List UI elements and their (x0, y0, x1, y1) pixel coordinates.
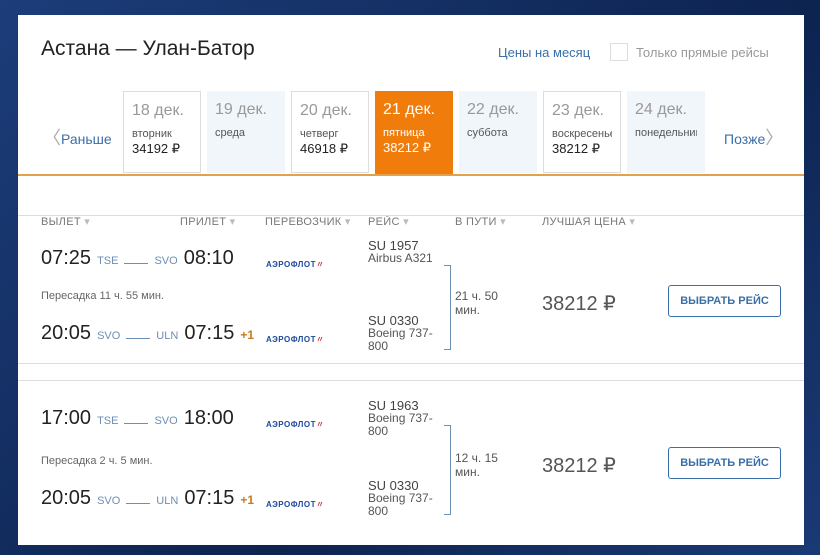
aircraft: Airbus A321 (368, 251, 433, 265)
origin-airport: TSE (97, 255, 119, 267)
flight-info: SU 1963 Boeing 737-800 (368, 399, 438, 438)
price: 38212 ₽ (542, 292, 616, 315)
sort-carrier[interactable]: ПЕРЕВОЗЧИК (265, 215, 351, 228)
sort-arrival[interactable]: ПРИЛЕТ (180, 215, 235, 228)
later-label: Позже (724, 131, 766, 147)
flight-segment: 17:00 TSE SVO 18:00 (41, 407, 240, 430)
date-option[interactable]: 19 дек. среда (207, 91, 285, 173)
day-price: 38212 ₽ (552, 141, 601, 156)
select-flight-button[interactable]: ВЫБРАТЬ РЕЙС (668, 284, 781, 317)
duration-bracket (444, 425, 451, 515)
date-selector: 18 дек. вторник 34192 ₽ 19 дек. среда 20 дек.… (123, 91, 705, 175)
checkbox-box[interactable] (610, 43, 628, 61)
aeroflot-logo: АЭРОФЛОТ〃 (266, 335, 325, 344)
later-button[interactable]: Позже〉 (724, 124, 783, 150)
earlier-label: Раньше (61, 131, 112, 147)
date-option[interactable]: 18 дек. вторник 34192 ₽ (123, 91, 201, 173)
aeroflot-logo: АЭРОФЛОТ〃 (266, 420, 325, 429)
sort-departure[interactable]: ВЫЛЕТ (41, 215, 90, 228)
duration: 21 ч. 50 мин. (455, 288, 498, 317)
day-date: 19 дек. (215, 101, 267, 118)
flight-number: SU 0330 (368, 478, 419, 493)
flight-info: SU 0330 Boeing 737-800 (368, 479, 438, 518)
arrival-time: 08:10 (183, 247, 234, 269)
flight-segment: 07:25 TSE SVO 08:10 (41, 247, 240, 270)
day-weekday: пятница (383, 127, 425, 139)
select-flight-button[interactable]: ВЫБРАТЬ РЕЙС (668, 447, 781, 479)
flight-number: SU 1963 (368, 398, 419, 413)
day-weekday: понедельник (635, 127, 697, 139)
departure-time: 07:25 (41, 247, 92, 269)
aircraft: Boeing 737-800 (368, 326, 433, 353)
arrival-time: 07:15 (184, 322, 235, 344)
flight-segment: 20:05 SVO ULN 07:15 +1 (41, 487, 254, 510)
day-weekday: суббота (467, 127, 508, 139)
aircraft: Boeing 737-800 (368, 411, 433, 438)
day-price: 34192 ₽ (132, 141, 181, 156)
sort-duration[interactable]: В ПУТИ (455, 215, 506, 228)
day-date: 18 дек. (132, 102, 184, 119)
earlier-button[interactable]: 〈Раньше (43, 124, 112, 150)
arrival-time: 07:15 (184, 487, 235, 509)
day-date: 20 дек. (300, 102, 352, 119)
route-line (126, 503, 151, 504)
next-day-badge: +1 (240, 493, 255, 507)
page-title: Астана — Улан-Батор (41, 37, 255, 60)
direct-only-checkbox[interactable]: Только прямые рейсы (610, 43, 769, 61)
route-line (124, 263, 149, 264)
flight-segment: 20:05 SVO ULN 07:15 +1 (41, 322, 254, 345)
date-option[interactable]: 24 дек. понедельник (627, 91, 705, 173)
transfer-info: Пересадка 2 ч. 5 мин. (41, 455, 153, 467)
destination-airport: SVO (154, 415, 178, 427)
chevron-right-icon: 〉 (765, 128, 784, 148)
next-day-badge: +1 (240, 328, 255, 342)
divider (18, 174, 804, 176)
chevron-left-icon: 〈 (43, 128, 61, 148)
flight-number: SU 1957 (368, 238, 419, 253)
origin-airport: SVO (97, 330, 121, 342)
result-divider (18, 380, 804, 381)
day-date: 22 дек. (467, 101, 519, 118)
date-option[interactable]: 20 дек. четверг 46918 ₽ (291, 91, 369, 173)
date-option[interactable]: 21 дек. пятница 38212 ₽ (375, 91, 453, 175)
transfer-info: Пересадка 11 ч. 55 мин. (41, 290, 164, 302)
sort-price[interactable]: ЛУЧШАЯ ЦЕНА (542, 215, 635, 228)
day-price: 38212 ₽ (383, 140, 432, 155)
month-prices-link[interactable]: Цены на месяц (498, 45, 591, 60)
day-price: 46918 ₽ (300, 141, 349, 156)
flight-info: SU 1957 Airbus A321 (368, 239, 438, 265)
departure-time: 20:05 (41, 322, 92, 344)
departure-time: 17:00 (41, 407, 92, 429)
arrival-time: 18:00 (183, 407, 234, 429)
date-option[interactable]: 22 дек. суббота (459, 91, 537, 173)
day-date: 23 дек. (552, 102, 604, 119)
day-date: 21 дек. (383, 101, 435, 118)
sort-flight[interactable]: РЕЙС (368, 215, 409, 228)
date-option[interactable]: 23 дек. воскресенье 38212 ₽ (543, 91, 621, 173)
price: 38212 ₽ (542, 455, 616, 477)
destination-airport: ULN (156, 330, 179, 342)
destination-airport: ULN (156, 495, 179, 507)
day-weekday: среда (215, 127, 246, 139)
aircraft: Boeing 737-800 (368, 491, 433, 518)
day-date: 24 дек. (635, 101, 687, 118)
duration-bracket (444, 265, 451, 350)
search-results-card: Астана — Улан-Батор Цены на месяц Только… (18, 15, 804, 545)
flight-number: SU 0330 (368, 313, 419, 328)
flight-info: SU 0330 Boeing 737-800 (368, 314, 438, 353)
day-weekday: воскресенье (552, 128, 612, 140)
route-line (124, 423, 149, 424)
origin-airport: TSE (97, 415, 119, 427)
direct-only-label: Только прямые рейсы (636, 44, 769, 60)
day-weekday: вторник (132, 128, 172, 140)
origin-airport: SVO (97, 495, 121, 507)
aeroflot-logo: АЭРОФЛОТ〃 (266, 260, 325, 269)
destination-airport: SVO (154, 255, 178, 267)
duration: 12 ч. 15 мин. (455, 451, 498, 479)
aeroflot-logo: АЭРОФЛОТ〃 (266, 500, 325, 509)
departure-time: 20:05 (41, 487, 92, 509)
route-line (126, 338, 151, 339)
day-weekday: четверг (300, 128, 339, 140)
